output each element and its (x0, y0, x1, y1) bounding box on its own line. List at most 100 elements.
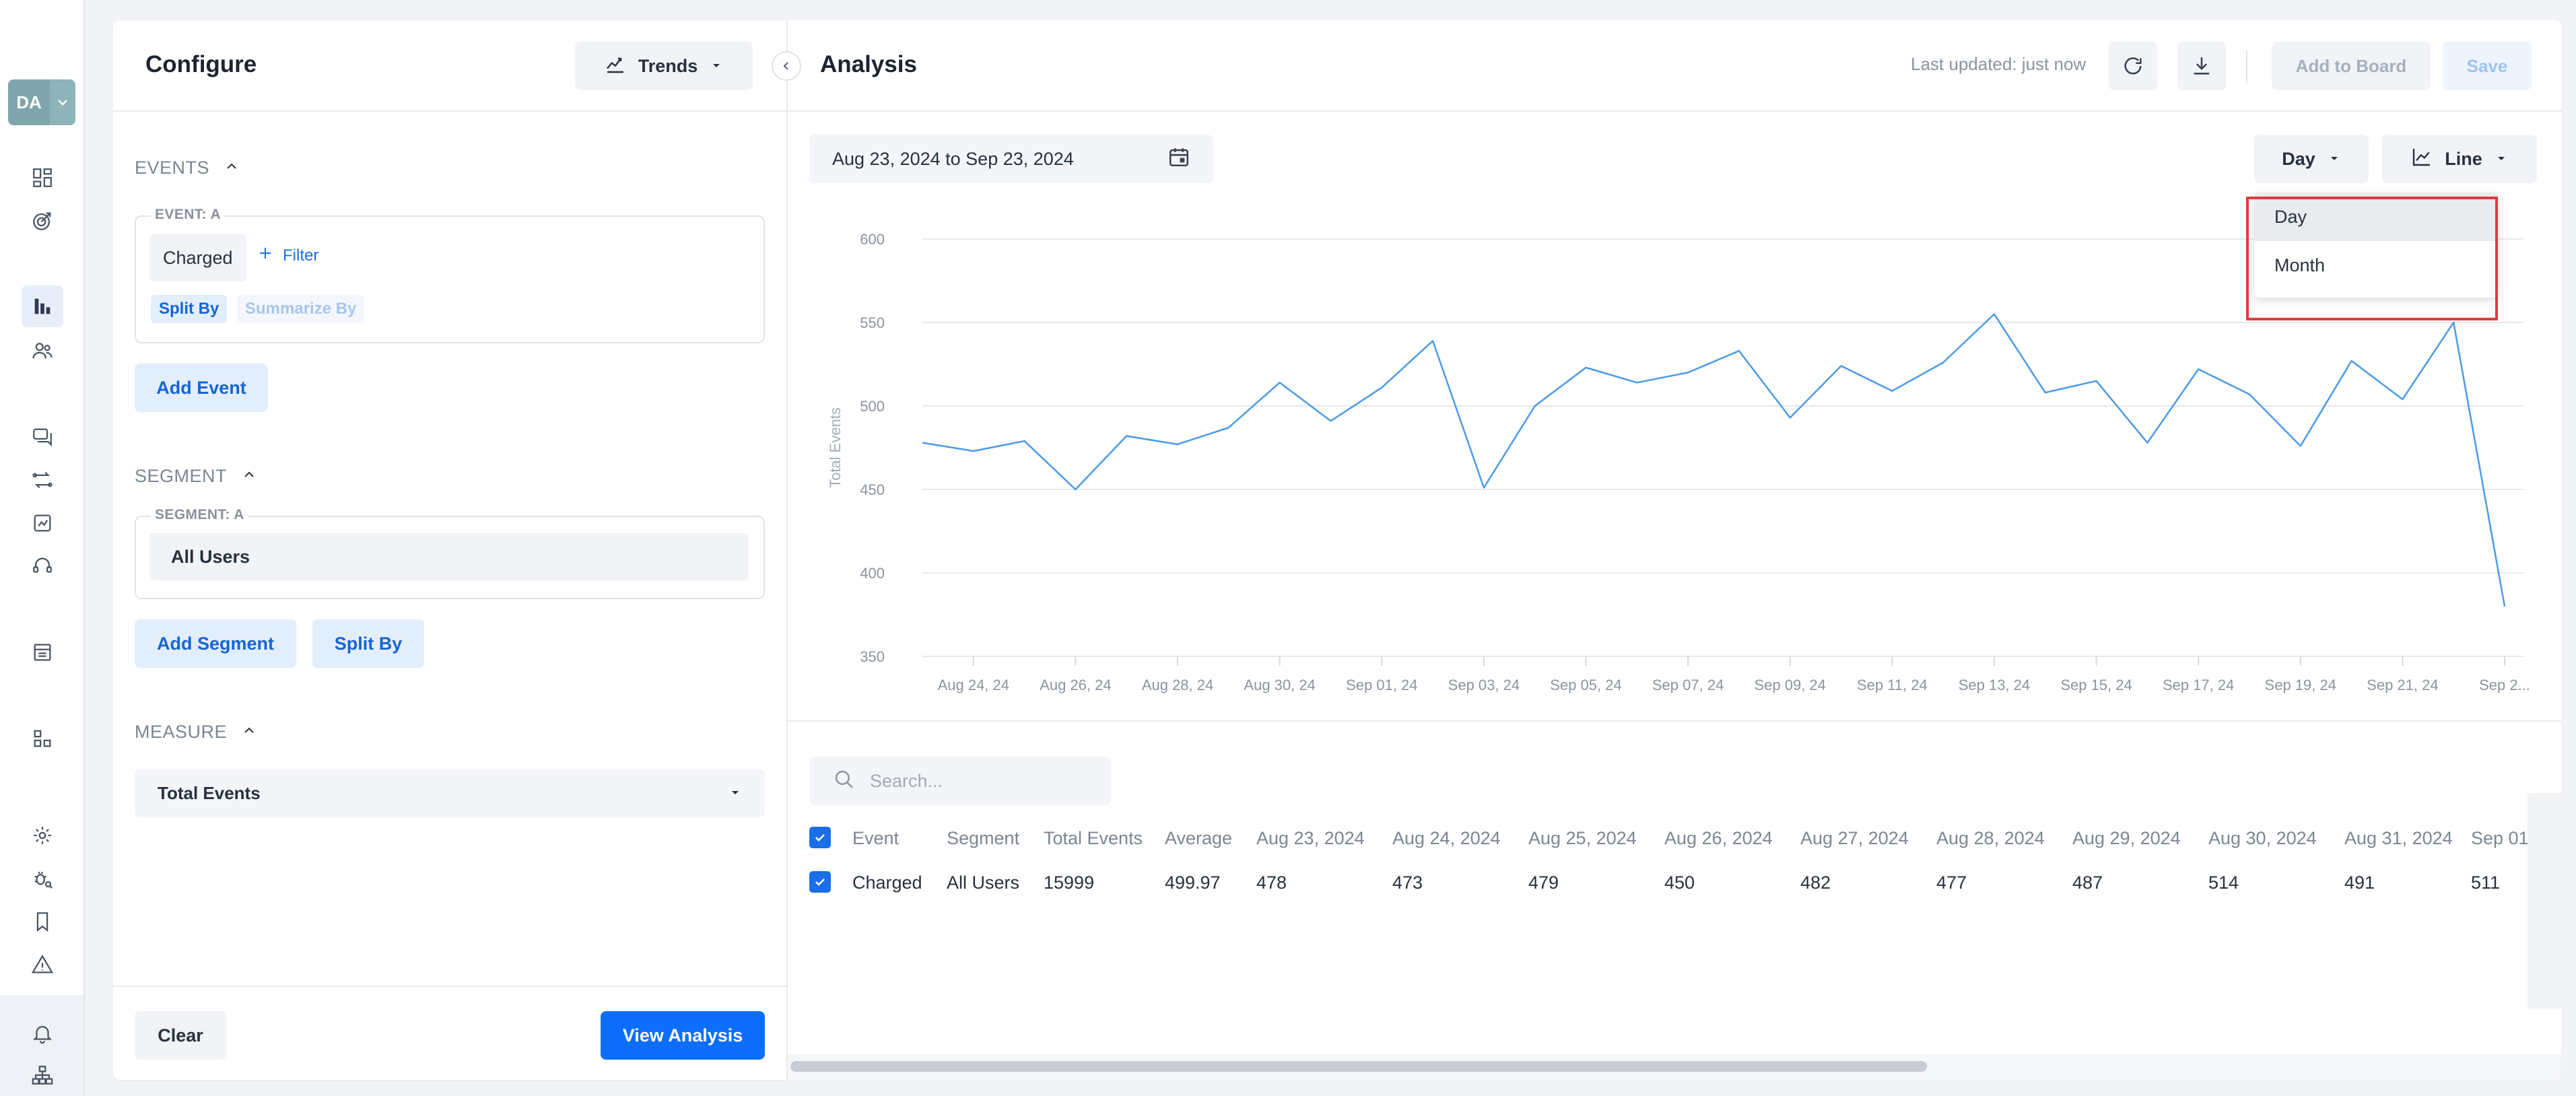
granularity-option-day[interactable]: Day (2254, 193, 2498, 241)
x-tick-label: Sep 11, 24 (1857, 677, 1928, 693)
checkmark-icon (815, 834, 825, 842)
segment-name-chip[interactable]: All Users (149, 533, 749, 580)
table-search[interactable] (809, 757, 1111, 805)
chart-type-select[interactable]: Line (2382, 135, 2537, 183)
granularity-dropdown-menu: Day Month (2254, 193, 2498, 298)
refresh-button[interactable] (2109, 42, 2157, 90)
collapse-panel-button[interactable] (772, 51, 801, 81)
download-button[interactable] (2177, 42, 2226, 90)
column-header-segment[interactable]: Segment (947, 828, 1020, 848)
bookmark-icon[interactable] (22, 901, 63, 943)
add-to-board-button[interactable]: Add to Board (2272, 42, 2431, 90)
granularity-select[interactable]: Day (2254, 135, 2369, 183)
column-header-date[interactable]: Aug 30, 2024 (2208, 828, 2317, 848)
add-segment-button[interactable]: Add Segment (135, 619, 296, 668)
row-checkbox[interactable] (809, 871, 831, 893)
configure-header: Configure Trends (113, 20, 786, 112)
x-tick-label: Sep 2... (2479, 677, 2530, 693)
journeys-icon[interactable] (22, 459, 63, 501)
add-filter-link[interactable]: Filter (257, 245, 318, 266)
event-name-chip[interactable]: Charged (149, 234, 246, 281)
segment-section-label: SEGMENT (135, 466, 228, 486)
search-icon (834, 769, 855, 794)
column-header-date[interactable]: Aug 24, 2024 (1392, 828, 1501, 848)
cell-date-value: 491 (2344, 872, 2375, 893)
horizontal-scrollbar[interactable] (790, 1061, 1927, 1072)
caret-down-icon (2328, 149, 2341, 170)
column-header-date[interactable]: Aug 27, 2024 (1800, 828, 1909, 848)
avatar[interactable]: DA (8, 79, 50, 125)
select-all-checkbox[interactable] (809, 827, 831, 848)
column-header-date[interactable]: Aug 23, 2024 (1256, 828, 1365, 848)
checkmark-icon (815, 879, 825, 886)
org-icon[interactable] (22, 1054, 63, 1096)
account-switcher[interactable]: DA (8, 79, 75, 125)
caret-down-icon (710, 56, 723, 77)
alert-icon[interactable] (22, 944, 63, 986)
campaigns-icon[interactable] (22, 502, 63, 544)
x-tick-label: Aug 30, 24 (1244, 677, 1315, 693)
messages-icon[interactable] (22, 416, 63, 458)
y-axis-label: Total Events (827, 407, 844, 488)
analysis-panel: Analysis Last updated: just now Add to B… (786, 20, 2561, 1080)
configure-panel: Configure Trends EVENTS EVENT: A Charged (113, 20, 786, 1080)
date-range-text: Aug 23, 2024 to Sep 23, 2024 (832, 148, 1074, 169)
split-by-chip[interactable]: Split By (151, 295, 228, 323)
cell-segment: All Users (947, 872, 1020, 893)
chevron-down-icon[interactable] (50, 79, 75, 125)
segment-split-by-button[interactable]: Split By (312, 619, 424, 668)
catalog-icon[interactable] (22, 631, 63, 673)
trend-line-icon (605, 53, 626, 79)
column-header-date[interactable]: Aug 25, 2024 (1528, 828, 1637, 848)
caret-down-icon (2495, 149, 2508, 170)
column-header-total-events[interactable]: Total Events (1044, 828, 1143, 848)
x-tick-label: Sep 03, 24 (1448, 677, 1520, 693)
summarize-by-chip[interactable]: Summarize By (237, 295, 365, 323)
x-tick-label: Aug 28, 24 (1142, 677, 1213, 693)
target-icon[interactable] (22, 200, 63, 242)
column-header-date[interactable]: Aug 31, 2024 (2344, 828, 2453, 848)
apps-icon[interactable] (22, 718, 63, 759)
clear-button[interactable]: Clear (135, 1011, 226, 1060)
column-header-average[interactable]: Average (1165, 828, 1233, 848)
calendar-icon (1167, 145, 1190, 173)
x-tick-label: Aug 26, 24 (1040, 677, 1111, 693)
column-header-date[interactable]: Aug 26, 2024 (1664, 828, 1773, 848)
measure-select[interactable]: Total Events (135, 769, 765, 817)
x-tick-label: Sep 09, 24 (1754, 677, 1825, 693)
debug-icon[interactable] (22, 858, 63, 899)
view-analysis-button[interactable]: View Analysis (601, 1011, 765, 1060)
dashboard-icon[interactable] (22, 157, 63, 199)
column-header-date[interactable]: Aug 29, 2024 (2072, 828, 2181, 848)
bell-icon[interactable] (22, 1013, 63, 1054)
y-tick-label: 400 (860, 565, 885, 582)
column-header-event[interactable]: Event (852, 828, 900, 848)
chevron-up-icon[interactable] (242, 722, 257, 743)
segment-section-header[interactable]: SEGMENT (135, 466, 257, 487)
y-tick-label: 350 (860, 648, 885, 665)
left-nav-rail: DA (0, 0, 85, 1096)
column-header-date[interactable]: Aug 28, 2024 (1936, 828, 2045, 848)
cell-date-value: 487 (2072, 872, 2103, 893)
users-icon[interactable] (22, 330, 63, 372)
events-section-header[interactable]: EVENTS (135, 158, 239, 178)
support-icon[interactable] (22, 545, 63, 587)
chevron-up-icon[interactable] (224, 158, 239, 178)
measure-section-header[interactable]: MEASURE (135, 722, 257, 743)
search-input[interactable] (870, 770, 1099, 792)
cell-date-value: 514 (2208, 872, 2239, 893)
trend-line-chart: 600 550 500 450 400 350 Total Events Aug 24, 24… (827, 231, 2530, 693)
date-range-picker[interactable]: Aug 23, 2024 to Sep 23, 2024 (809, 135, 1213, 183)
cell-event: Charged (852, 872, 922, 893)
chevron-up-icon[interactable] (242, 466, 257, 487)
download-icon (2194, 57, 2210, 75)
cell-date-value: 479 (1528, 872, 1559, 893)
analysis-type-selector[interactable]: Trends (575, 42, 753, 90)
settings-icon[interactable] (22, 815, 63, 856)
add-event-button[interactable]: Add Event (135, 364, 268, 412)
cell-average: 499.97 (1165, 872, 1221, 893)
analytics-icon[interactable] (22, 285, 63, 327)
granularity-option-month[interactable]: Month (2274, 254, 2326, 275)
save-button[interactable]: Save (2443, 42, 2532, 90)
table-row: Charged All Users 15999 499.97 478 473 4… (788, 862, 2561, 902)
